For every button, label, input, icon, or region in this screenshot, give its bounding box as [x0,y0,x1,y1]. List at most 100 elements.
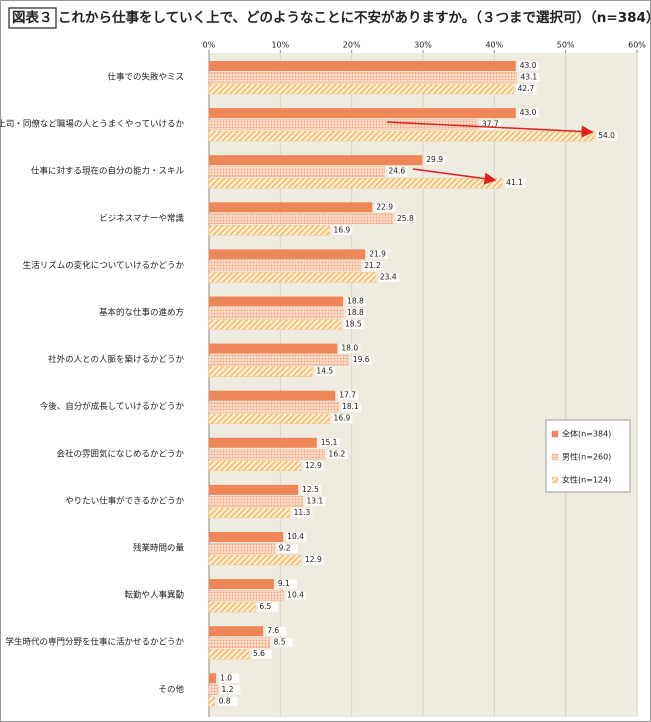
bar [209,532,284,542]
value-label-bg [341,402,362,412]
value-label-bg [519,73,540,82]
value-label-bg [276,579,297,589]
arrow [386,121,594,138]
legend-box [545,419,631,493]
bar [209,202,373,213]
x-tick-label: 10% [271,41,289,50]
y-tick-label: 転勤や人事異動 [124,590,184,601]
value-label: 24.6 [388,167,405,176]
value-label: 18.8 [347,308,364,317]
y-tick-label: 社外の人との人脈を築けるかどうか [48,354,184,365]
value-label-bg [304,555,325,565]
chart-title: これから仕事をしていく上で、どのようなことに不安がありますか。（３つまで選択可）… [58,9,651,26]
bar [209,296,344,307]
value-label: 29.9 [426,155,443,164]
value-label: 1.2 [222,685,234,694]
bar [208,637,270,648]
value-label: 6.5 [259,602,271,611]
value-label: 22.9 [376,202,393,211]
bar [208,496,303,507]
bar [208,83,514,95]
legend-swatch [551,476,559,484]
value-label: 19.6 [353,355,370,364]
bar [208,507,290,519]
value-label: 18.5 [345,320,362,329]
value-label: 5.6 [253,649,265,658]
label-box [8,7,57,29]
bar [208,225,330,236]
value-label: 18.1 [342,402,359,411]
value-label: 41.1 [506,178,523,187]
value-label: 25.8 [397,214,414,223]
value-label-bg [286,532,307,542]
value-label-bg [301,485,322,495]
bar [209,390,336,401]
legend-label: 男性(n=260) [562,452,611,462]
value-label: 37.7 [482,120,499,129]
bar [208,543,275,554]
bar [208,119,479,130]
bar [208,130,595,142]
value-label: 16.9 [334,225,351,234]
value-label: 54.0 [598,131,615,140]
bar [208,402,339,413]
bar [208,307,344,319]
value-label-bg [425,155,446,165]
legend-swatch [551,453,559,461]
bar [209,626,264,637]
bar [208,413,330,424]
value-label: 18.0 [341,344,358,353]
value-label: 21.2 [364,261,381,270]
bar [208,213,394,225]
value-label: 43.0 [520,61,537,70]
value-label: 13.1 [306,496,323,505]
value-label: 17.7 [339,391,356,400]
value-label-bg [332,225,353,235]
value-label: 16.2 [329,449,346,458]
y-tick-label: ビジネスマナーや常識 [99,213,184,224]
value-label: 8.5 [274,638,286,647]
value-label: 14.5 [316,367,333,376]
bar [209,343,338,354]
value-label: 16.9 [334,414,351,423]
value-label-bg [375,202,396,212]
value-label: 12.9 [305,461,322,470]
value-label-bg [319,438,340,448]
value-label-bg [516,84,537,94]
bar [209,673,217,684]
value-label-bg [286,591,307,601]
value-label: 42.7 [518,84,535,93]
value-label-bg [272,638,293,648]
value-label: 21.9 [369,249,386,258]
value-label-bg [396,214,417,224]
value-label-bg [251,649,272,659]
value-label: 43.0 [520,108,537,117]
value-label: 1.0 [220,673,232,682]
x-tick-label: 40% [485,41,503,50]
value-label: 12.5 [302,485,319,494]
value-label: 10.4 [287,532,304,541]
bar [209,155,423,166]
value-label: 43.1 [520,73,537,82]
value-label-bg [378,272,399,282]
value-label-bg [368,249,389,259]
value-label-bg [505,178,526,188]
bar [209,249,366,260]
y-tick-label: 学生時代の専門分野を仕事に活かせるかどうか [5,637,184,648]
bar [208,166,385,177]
value-label: 9.1 [278,579,290,588]
bar [208,696,215,707]
y-tick-label: その他 [158,684,184,695]
bar [208,649,250,660]
value-label-bg [518,61,539,71]
x-tick-label: 0% [203,41,216,50]
bar [209,437,317,448]
bar [208,460,302,471]
value-label: 11.3 [294,508,311,517]
y-tick-label: 上司・同僚など職場の人とうまくやっていけるか [0,119,184,130]
bar [208,590,284,601]
value-label-bg [266,626,287,636]
value-label-bg [340,344,361,354]
value-label-bg [343,320,364,329]
